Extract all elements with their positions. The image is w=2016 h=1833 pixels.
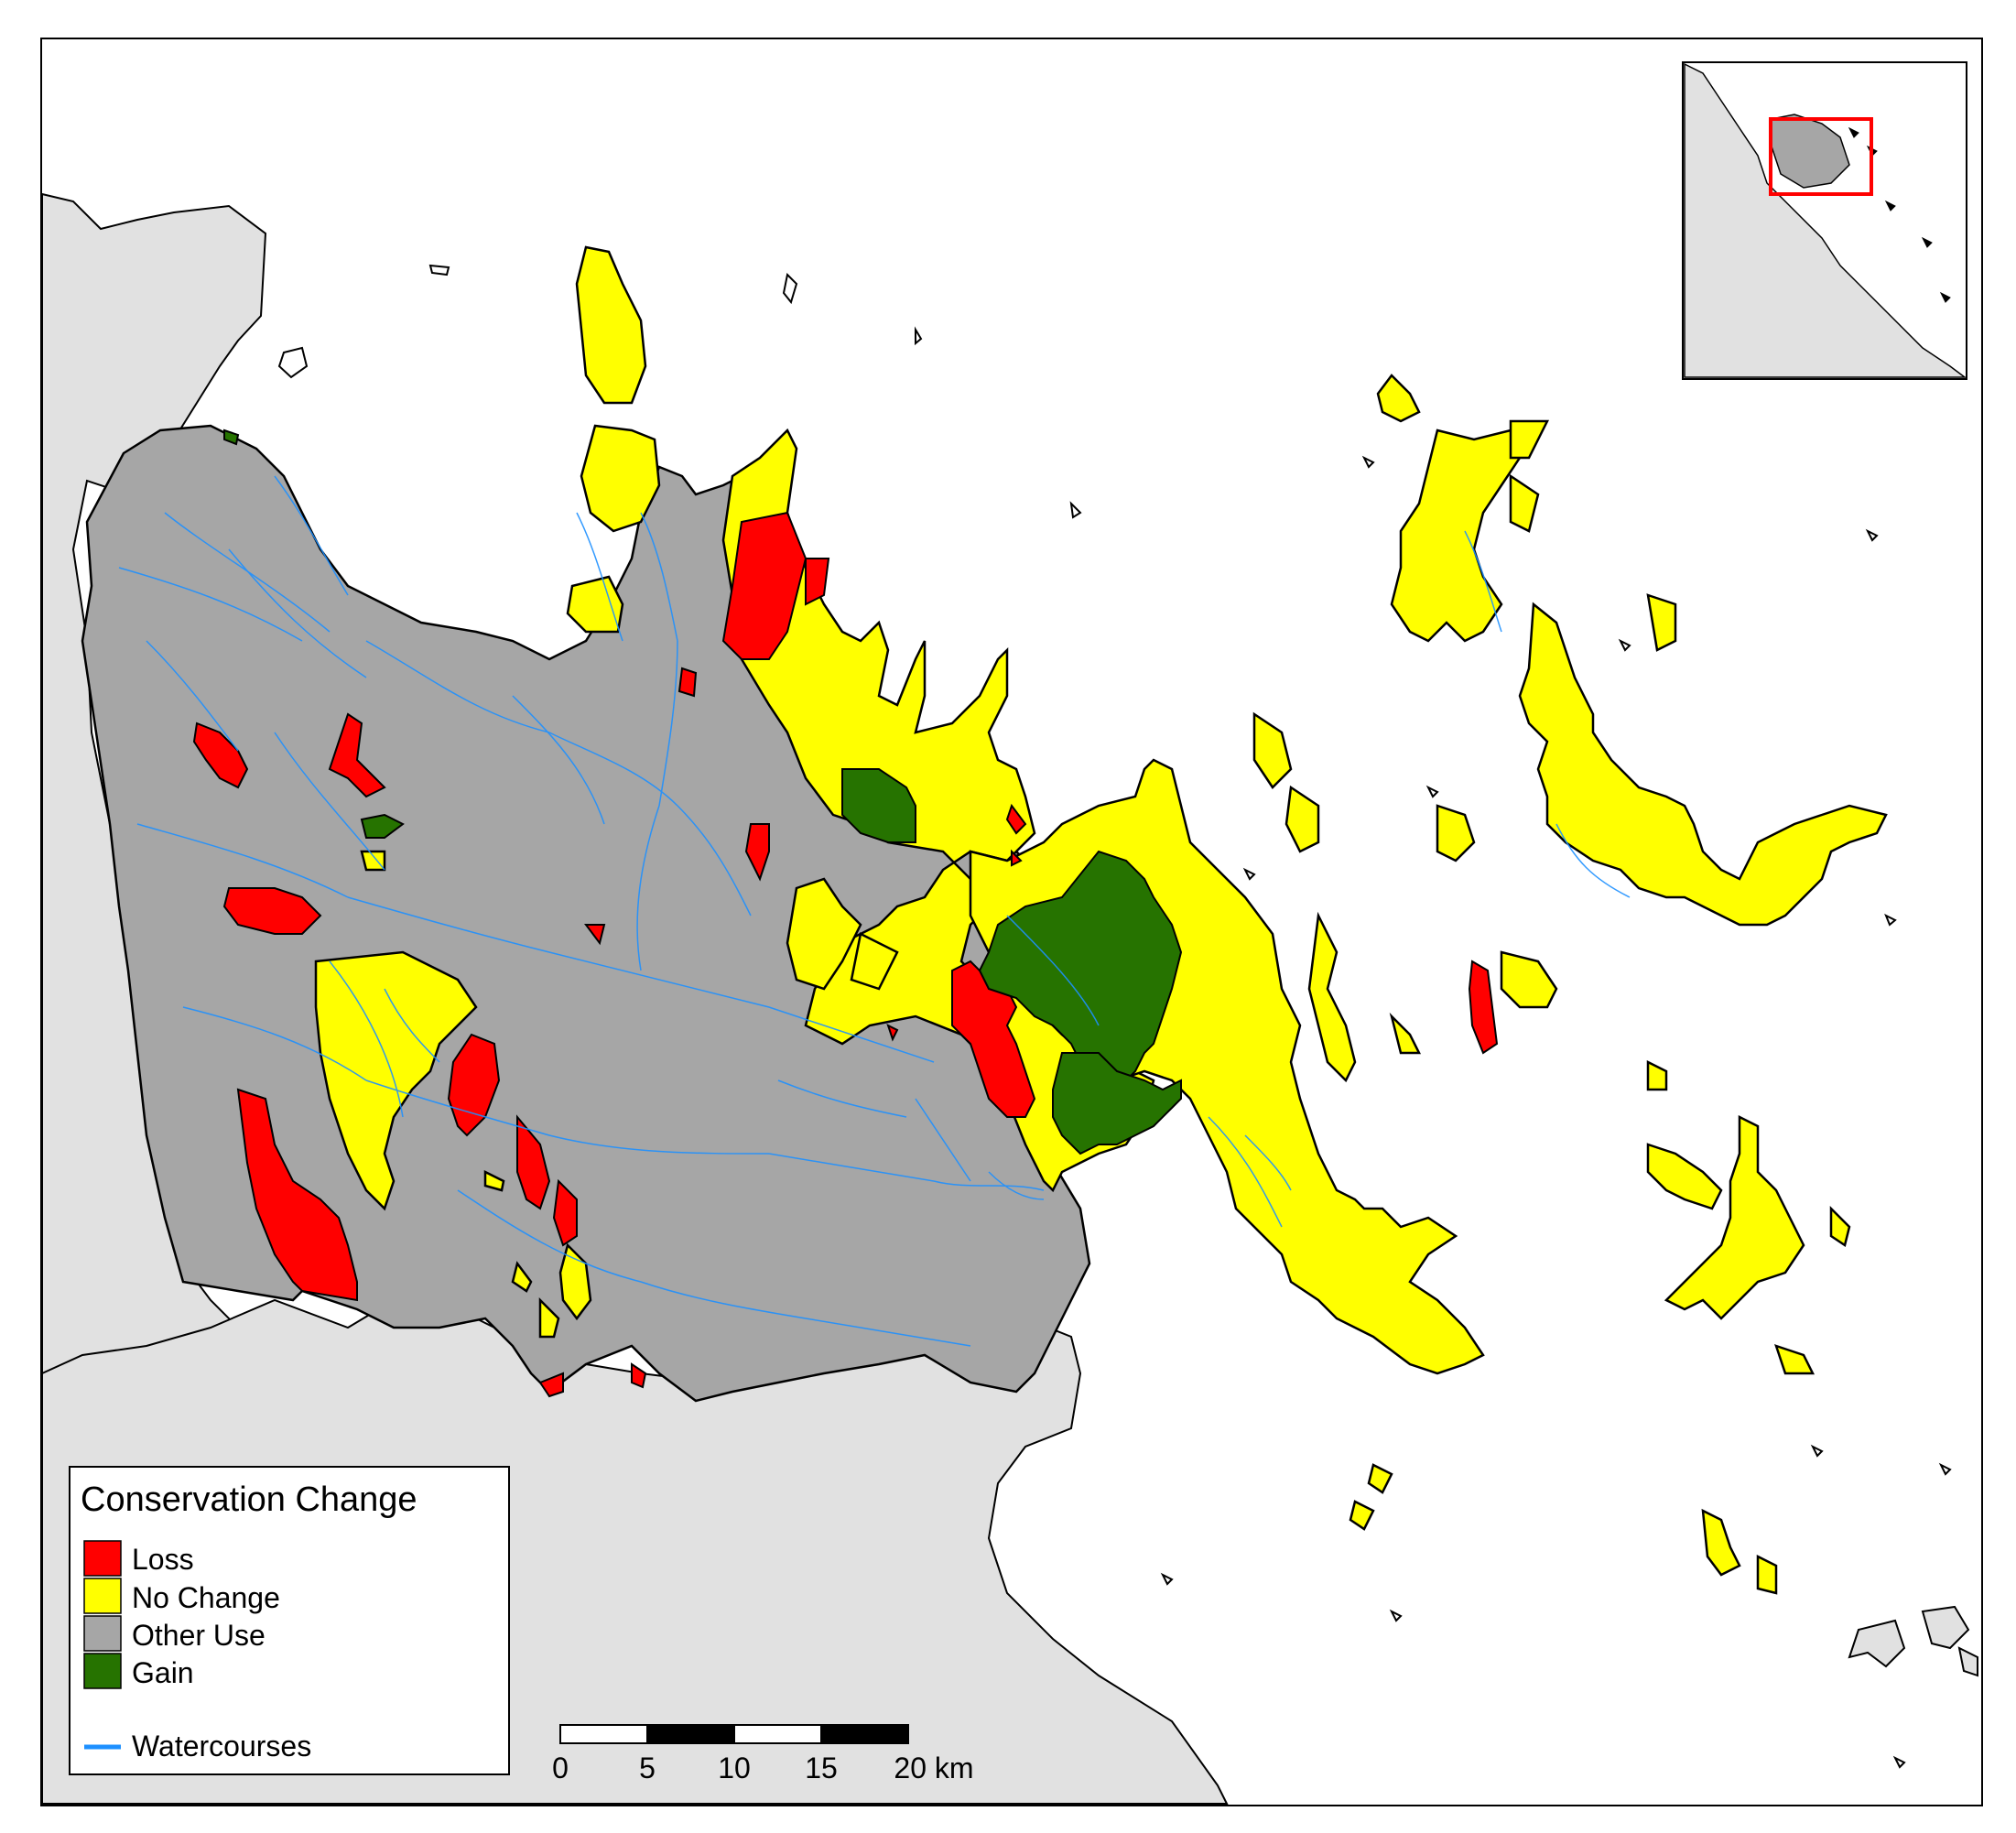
scale-tick-label: 10 xyxy=(718,1752,751,1784)
scale-tick-label: 5 xyxy=(639,1752,656,1784)
scale-segment xyxy=(646,1724,735,1744)
scale-segment xyxy=(733,1724,822,1744)
legend-swatch-gain xyxy=(83,1653,122,1689)
scale-segment xyxy=(820,1724,909,1744)
watercourses xyxy=(118,475,1631,1347)
locator-map-icon xyxy=(1682,61,1967,380)
inset-islands xyxy=(1848,126,1951,303)
legend-box xyxy=(69,1466,510,1775)
islets xyxy=(277,264,1952,1769)
legend: Conservation Change Loss No Change Other… xyxy=(69,1466,510,1775)
scale-segment xyxy=(559,1724,648,1744)
scale-bar-icon: 0 5 10 15 20 km xyxy=(552,1724,974,1784)
legend-swatch-other-use xyxy=(83,1615,122,1652)
legend-swatch-loss xyxy=(83,1540,122,1577)
legend-label-gain: Gain xyxy=(132,1656,194,1689)
legend-title: Conservation Change xyxy=(81,1480,417,1519)
legend-label-loss: Loss xyxy=(132,1543,194,1576)
scale-tick-label: 20 km xyxy=(894,1752,973,1784)
legend-label-no-change: No Change xyxy=(132,1581,280,1614)
scale-tick-label: 15 xyxy=(805,1752,838,1784)
region-loss xyxy=(192,511,1499,1398)
inset-land xyxy=(1684,62,1967,378)
scale-tick-label: 0 xyxy=(552,1752,569,1784)
legend-swatch-no-change xyxy=(83,1578,122,1614)
region-gain xyxy=(223,428,1183,1155)
inset-extent-box xyxy=(1769,117,1873,196)
legend-label-watercourses: Watercourses xyxy=(132,1730,311,1762)
legend-label-other-use: Other Use xyxy=(132,1619,266,1652)
